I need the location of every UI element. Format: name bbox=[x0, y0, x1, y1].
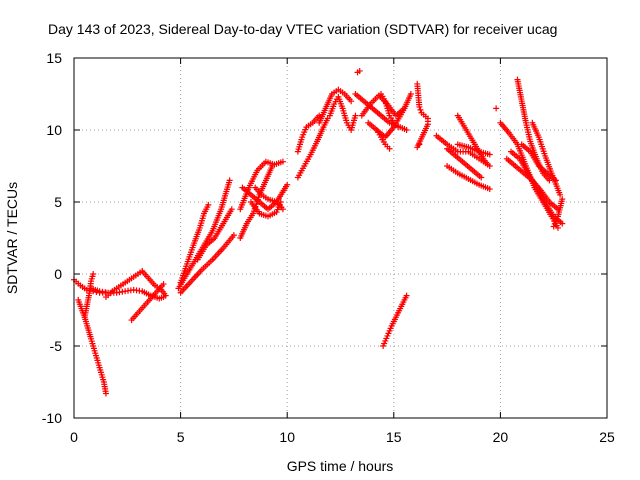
plot-frame bbox=[73, 57, 608, 419]
series-track-11 bbox=[194, 206, 235, 263]
data-points bbox=[71, 67, 566, 397]
data-point bbox=[554, 224, 561, 231]
series-track-41 bbox=[550, 196, 566, 230]
data-point bbox=[403, 292, 410, 299]
series-track-05 bbox=[102, 268, 146, 301]
data-point bbox=[395, 124, 402, 131]
x-tick-label: 25 bbox=[599, 429, 615, 445]
series-track-28 bbox=[414, 80, 431, 151]
data-point bbox=[407, 91, 414, 97]
data-point bbox=[557, 191, 564, 198]
x-tick-label: 5 bbox=[177, 429, 185, 445]
y-tick-label: -5 bbox=[50, 338, 63, 354]
data-point bbox=[403, 127, 410, 133]
y-axis-label: SDTVAR / TECUs bbox=[4, 182, 20, 294]
data-point bbox=[546, 177, 553, 184]
data-point bbox=[230, 232, 237, 239]
data-point bbox=[226, 177, 233, 184]
series-track-30 bbox=[444, 163, 493, 193]
data-point bbox=[348, 98, 355, 105]
series-track-09 bbox=[177, 201, 212, 286]
data-point bbox=[279, 206, 286, 213]
data-point bbox=[279, 158, 286, 165]
series-track-19 bbox=[316, 86, 355, 126]
data-point bbox=[386, 145, 393, 152]
data-point bbox=[493, 105, 500, 112]
series-track-32 bbox=[444, 145, 485, 181]
data-point bbox=[484, 161, 491, 168]
data-point bbox=[102, 390, 109, 397]
data-point bbox=[416, 103, 423, 110]
data-point bbox=[486, 186, 493, 193]
series-track-17 bbox=[294, 115, 331, 181]
series-track-40 bbox=[508, 148, 566, 227]
axis-ticks: 0 5 10 15 20 25 -10 -5 0 5 10 15 bbox=[42, 50, 615, 445]
data-point bbox=[228, 206, 235, 213]
series-track-25 bbox=[380, 292, 410, 349]
data-point bbox=[416, 141, 423, 148]
x-tick-label: 10 bbox=[279, 429, 295, 445]
x-tick-label: 20 bbox=[493, 429, 509, 445]
series-track-08 bbox=[175, 177, 233, 292]
data-point bbox=[356, 67, 363, 74]
series-track-10 bbox=[177, 232, 237, 296]
data-point bbox=[316, 112, 323, 119]
series-track-34 bbox=[493, 105, 500, 112]
y-tick-label: -10 bbox=[42, 410, 62, 426]
data-point bbox=[269, 163, 276, 169]
series-track-02 bbox=[75, 296, 109, 397]
data-point bbox=[559, 196, 566, 203]
series-track-14 bbox=[239, 181, 291, 213]
series-track-26 bbox=[373, 127, 393, 152]
data-point bbox=[83, 286, 90, 293]
series-track-16 bbox=[252, 184, 286, 213]
series-track-33 bbox=[454, 141, 493, 158]
y-tick-label: 0 bbox=[54, 266, 62, 282]
series-track-39 bbox=[529, 119, 564, 198]
data-point bbox=[486, 151, 493, 158]
data-point bbox=[162, 292, 169, 299]
x-axis-label: GPS time / hours bbox=[287, 458, 394, 474]
x-tick-label: 0 bbox=[70, 429, 78, 445]
data-point bbox=[284, 181, 291, 188]
data-point bbox=[90, 271, 97, 277]
data-point bbox=[205, 201, 212, 208]
data-point bbox=[160, 281, 167, 288]
y-tick-label: 5 bbox=[54, 194, 62, 210]
series-track-21 bbox=[354, 67, 363, 76]
data-point bbox=[478, 174, 485, 181]
chart-title: Day 143 of 2023, Sidereal Day-to-day VTE… bbox=[48, 21, 557, 37]
x-tick-label: 15 bbox=[386, 429, 402, 445]
gridlines bbox=[74, 58, 607, 418]
data-point bbox=[417, 106, 424, 113]
series-track-03 bbox=[81, 271, 97, 321]
data-point bbox=[559, 220, 566, 227]
series-track-27 bbox=[378, 91, 402, 131]
y-tick-label: 15 bbox=[46, 50, 62, 66]
y-tick-label: 10 bbox=[46, 122, 62, 138]
series-track-07 bbox=[139, 268, 169, 299]
series-track-20 bbox=[326, 93, 359, 133]
series-track-18 bbox=[294, 112, 323, 155]
data-point bbox=[352, 112, 359, 119]
